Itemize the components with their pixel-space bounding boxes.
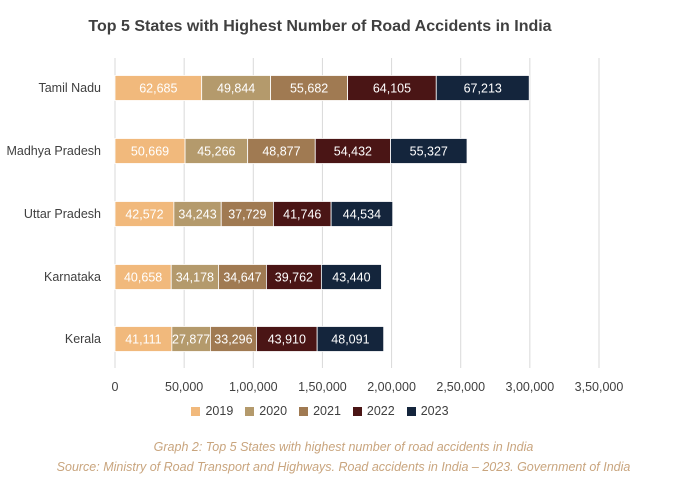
data-label: 43,440 (332, 271, 370, 285)
category-label: Madhya Pradesh (6, 144, 101, 158)
data-label: 45,266 (197, 145, 235, 159)
data-label: 64,105 (373, 82, 411, 96)
data-label: 27,877 (172, 333, 210, 347)
legend-swatch (406, 406, 416, 416)
x-tick-label: 2,00,000 (367, 380, 416, 394)
bar-segment (270, 75, 349, 101)
bar-segment (184, 138, 249, 164)
bar-segment (316, 326, 385, 352)
data-label: 48,877 (262, 145, 300, 159)
data-label: 34,647 (223, 271, 261, 285)
legend-swatch (245, 406, 255, 416)
bar-segment (114, 264, 172, 290)
legend-item: 2020 (245, 404, 287, 418)
x-tick-label: 1,50,000 (298, 380, 347, 394)
bar-segment (320, 264, 382, 290)
x-tick-label: 3,50,000 (575, 380, 624, 394)
data-label: 34,178 (176, 271, 214, 285)
data-label: 49,844 (217, 82, 255, 96)
chart-legend: 2019 2020 2021 2022 2023 (0, 404, 640, 418)
bar-segment (314, 138, 391, 164)
figure-source: Source: Ministry of Road Transport and H… (56, 460, 631, 474)
data-label: 50,669 (131, 145, 169, 159)
figure-caption: Graph 2: Top 5 States with highest numbe… (153, 440, 534, 454)
bar-segment (114, 326, 173, 352)
bar-segment (218, 264, 267, 290)
x-tick-label: 1,00,000 (229, 380, 278, 394)
data-label: 48,091 (331, 333, 369, 347)
bar-segment (114, 138, 186, 164)
data-label: 55,327 (410, 145, 448, 159)
legend-label: 2021 (313, 404, 341, 418)
data-label: 67,213 (464, 82, 502, 96)
category-label: Uttar Pradesh (24, 207, 101, 221)
bar-segment (390, 138, 468, 164)
data-label: 41,111 (125, 333, 161, 347)
data-label: 41,746 (283, 208, 321, 222)
legend-label: 2022 (366, 404, 395, 418)
data-label: 43,910 (268, 333, 306, 347)
x-tick-label: 2,50,000 (436, 380, 485, 394)
bar-segment (256, 326, 318, 352)
bar-segment (210, 326, 257, 352)
data-label: 40,658 (124, 271, 162, 285)
bar-segment (265, 264, 322, 290)
bar-segment (201, 75, 272, 101)
category-label: Tamil Nadu (38, 81, 101, 95)
x-tick-label: 50,000 (165, 380, 203, 394)
legend-label: 2023 (420, 404, 449, 418)
data-label: 39,762 (275, 271, 313, 285)
data-label: 42,572 (125, 208, 163, 222)
legend-swatch (191, 406, 201, 416)
chart-title: Top 5 States with Highest Number of Road… (88, 18, 552, 35)
legend-label: 2020 (259, 404, 288, 418)
bar-segment (171, 326, 211, 352)
bar-segment (272, 201, 332, 227)
category-label: Karnataka (44, 270, 101, 284)
data-label: 34,243 (178, 208, 216, 222)
legend-label: 2019 (205, 404, 234, 418)
bar-segment (173, 201, 222, 227)
data-label: 55,682 (290, 82, 328, 96)
data-label: 33,296 (214, 333, 252, 347)
legend-item: 2022 (352, 404, 395, 418)
legend-item: 2019 (191, 404, 233, 418)
legend-swatch (352, 406, 362, 416)
x-tick-label: 3,00,000 (506, 380, 555, 394)
bar-segment (114, 201, 175, 227)
category-label: Kerala (65, 332, 101, 346)
bar-segment (170, 264, 219, 290)
legend-item: 2021 (299, 404, 341, 418)
data-label: 54,432 (334, 145, 372, 159)
data-label: 62,685 (139, 82, 177, 96)
legend-item: 2023 (406, 404, 449, 418)
x-tick-label: 0 (112, 380, 119, 394)
bar-segment (114, 75, 203, 101)
legend-swatch (299, 406, 309, 416)
bar-segment (347, 75, 437, 101)
data-label: 44,534 (343, 208, 381, 222)
bar-segment (435, 75, 530, 101)
bar-segment (330, 201, 394, 227)
data-label: 37,729 (228, 208, 266, 222)
